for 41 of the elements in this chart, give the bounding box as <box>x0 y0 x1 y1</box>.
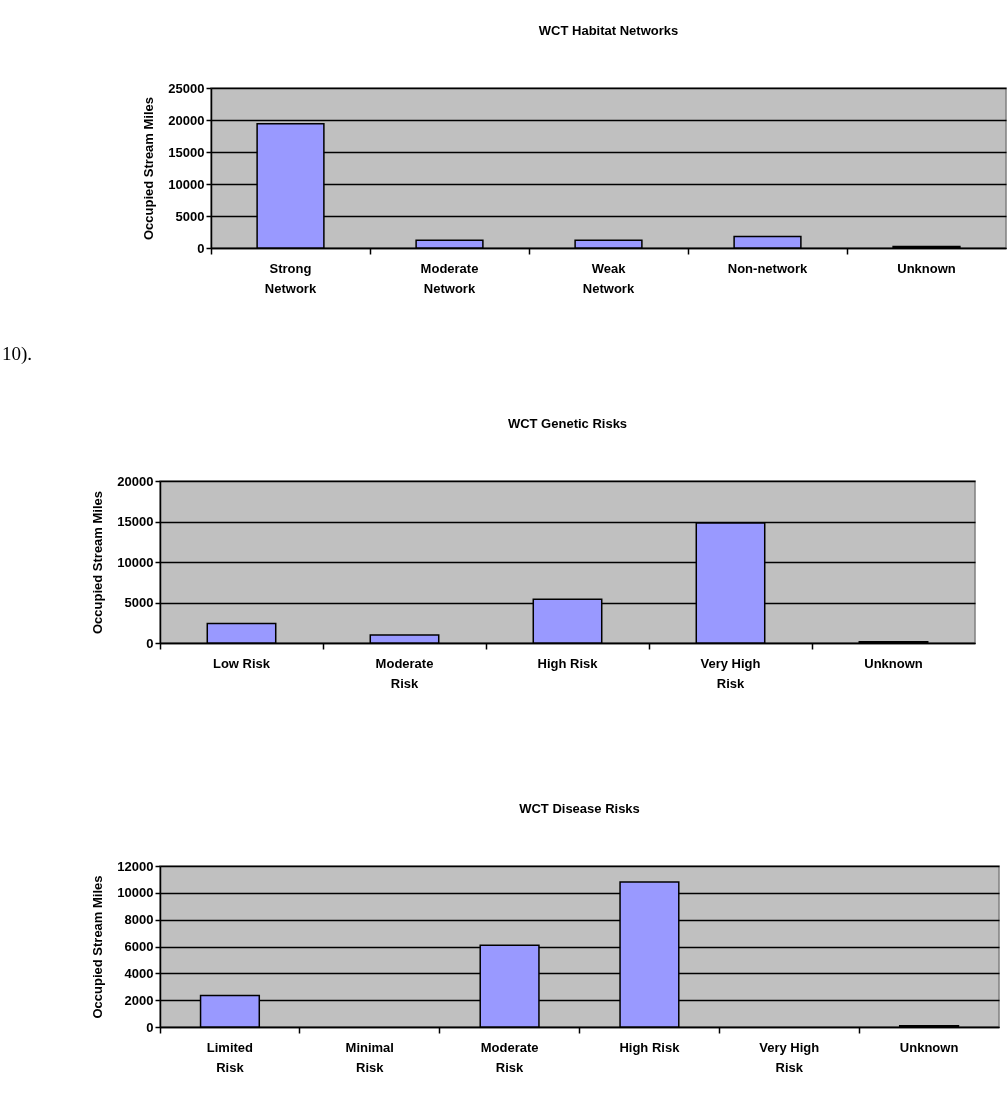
x-tick-label: Weak Network <box>582 260 635 296</box>
y-axis-title: Occupied Stream Miles <box>90 490 106 635</box>
y-tick-label: 6000 <box>124 939 154 954</box>
y-tick-label: 25000 <box>168 80 205 96</box>
y-axis-title: Occupied Stream Miles <box>141 96 157 241</box>
x-tick-label: Strong Network <box>264 260 317 296</box>
x-tick-label: Limited Risk <box>206 1039 254 1075</box>
x-tick-label: Unknown <box>899 1039 959 1055</box>
y-tick-label: 20000 <box>117 473 154 489</box>
chart-title: WCT Disease Risks <box>519 801 640 816</box>
y-tick-label: 10000 <box>117 554 154 570</box>
y-tick-label: 15000 <box>168 144 205 160</box>
x-tick-label: Very High Risk <box>759 1039 820 1075</box>
y-axis-title: Occupied Stream Miles <box>90 875 106 1019</box>
y-tick-label: 20000 <box>168 112 205 128</box>
y-tick-label: 10000 <box>117 885 154 901</box>
y-tick-label: 2000 <box>124 992 154 1008</box>
x-tick-label: Non-network <box>727 260 808 276</box>
y-tick-label: 4000 <box>124 965 154 981</box>
y-tick-label: 0 <box>197 240 205 256</box>
y-tick-label: 8000 <box>124 912 154 928</box>
x-tick-label: Very High Risk <box>700 655 761 691</box>
y-tick-label: 0 <box>146 635 154 651</box>
y-tick-label: 15000 <box>117 514 154 529</box>
chart-title: WCT Genetic Risks <box>507 416 628 431</box>
y-tick-label: 0 <box>146 1019 154 1035</box>
chart-title: WCT Habitat Networks <box>538 23 679 38</box>
x-tick-label: Moderate Network <box>420 260 479 296</box>
y-tick-label: 12000 <box>117 858 154 874</box>
x-tick-label: Unknown <box>897 260 956 276</box>
x-tick-label: High Risk <box>619 1039 681 1055</box>
x-tick-label: Low Risk <box>212 655 271 671</box>
y-tick-label: 10000 <box>168 176 205 192</box>
text: 10). <box>2 343 33 365</box>
x-tick-label: Moderate Risk <box>375 655 434 691</box>
x-tick-label: Minimal Risk <box>345 1039 394 1075</box>
x-tick-label: High Risk <box>537 655 599 671</box>
x-tick-label: Moderate Risk <box>480 1039 539 1075</box>
y-tick-label: 5000 <box>124 595 154 610</box>
y-tick-label: 5000 <box>175 208 205 224</box>
x-tick-label: Unknown <box>864 655 923 671</box>
